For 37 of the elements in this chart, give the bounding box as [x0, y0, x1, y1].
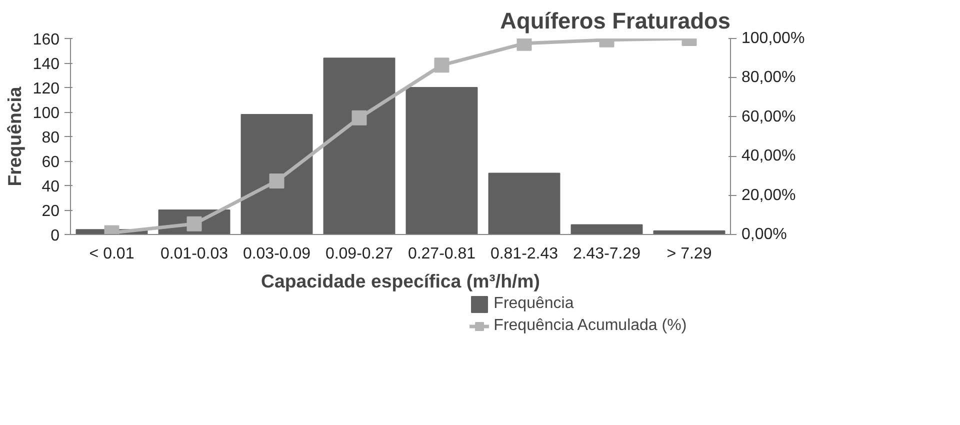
legend-label: Frequência — [494, 295, 574, 313]
x-tick-label: 0.27-0.81 — [408, 246, 476, 262]
x-tick-label: 0.09-0.27 — [325, 246, 394, 262]
y2-tick-label: 60,00% — [742, 108, 796, 126]
y2-tick-label: 40,00% — [742, 148, 796, 165]
bar — [570, 224, 643, 234]
bar — [240, 114, 313, 234]
y-tick-label: 80 — [42, 130, 60, 146]
point — [352, 110, 367, 126]
point — [186, 216, 202, 232]
y-tick-label: 100 — [32, 105, 60, 122]
y-tick-label: 160 — [32, 32, 60, 48]
y-tick-label: 40 — [42, 178, 60, 196]
y2-tick-label: 0,00% — [742, 226, 787, 243]
y-tick-label: 140 — [32, 56, 60, 73]
y-tick-label: 120 — [32, 80, 60, 98]
x-tick-label: 0.01-0.03 — [160, 246, 228, 262]
x-tick-label: < 0.01 — [89, 246, 134, 262]
y2-tick-label: 80,00% — [742, 69, 796, 86]
x-tick-label: 0.03-0.09 — [242, 246, 311, 262]
y2-tick-label: 100,00% — [742, 30, 805, 47]
y-axis-title: Frequência — [4, 86, 25, 186]
point — [269, 173, 284, 188]
bar — [406, 87, 478, 234]
bar — [323, 58, 396, 234]
bar — [488, 172, 560, 234]
legend-label: Frequência Acumulada (%) — [494, 317, 687, 335]
y-tick-label: 60 — [42, 154, 60, 171]
y-tick-label: 20 — [42, 203, 60, 220]
y-tick-label: 0 — [50, 228, 60, 244]
x-tick-label: 2.43-7.29 — [572, 246, 641, 262]
point — [434, 58, 450, 73]
x-axis-title: Capacidade específica (m³/h/m) — [261, 270, 540, 292]
x-tick-label: 0.81-2.43 — [490, 246, 558, 262]
x-tick-label: > 7.29 — [666, 246, 712, 262]
chart-title: Aquíferos Fraturados — [500, 8, 731, 34]
y2-tick-label: 20,00% — [742, 186, 796, 204]
